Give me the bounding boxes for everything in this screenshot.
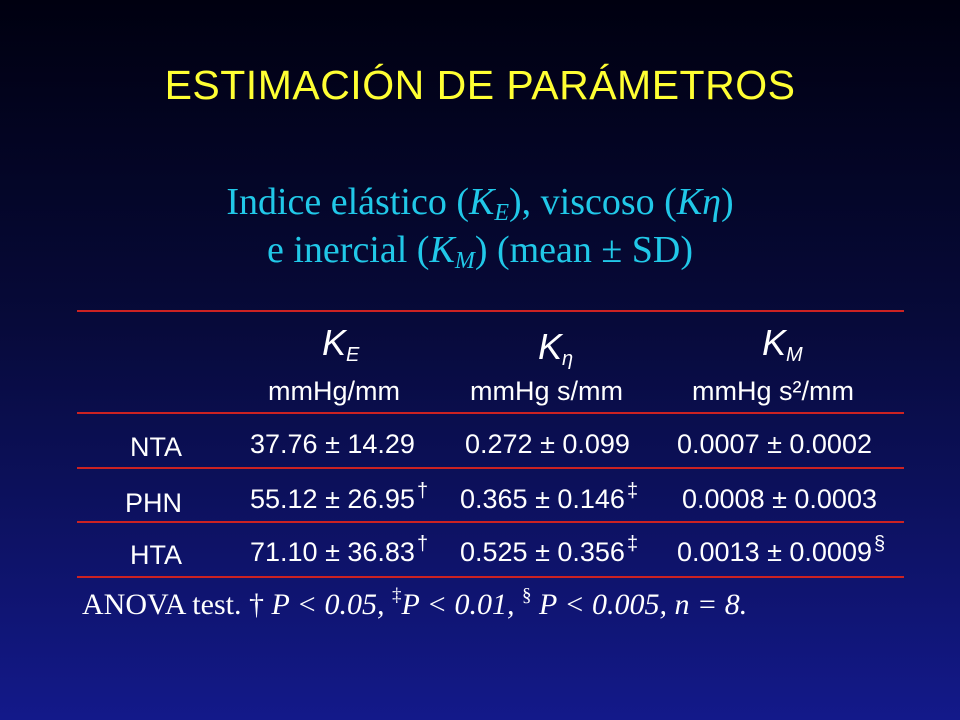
slide-title: ESTIMACIÓN DE PARÁMETROS [164, 62, 796, 108]
cell-keta: 0.272 ± 0.099 [465, 429, 630, 459]
subtitle-line-2: e inercial (KM) (mean ± SD) [0, 226, 960, 274]
ke-symbol: K [468, 181, 495, 223]
subtitle-text: ) [721, 181, 734, 223]
table-bottom-rule [77, 576, 904, 578]
unit-keta: mmHg s/mm [470, 376, 623, 406]
cell-km: 0.0013 ± 0.0009 § [677, 533, 886, 567]
cell-km: 0.0008 ± 0.0003 [682, 484, 877, 514]
unit-ke: mmHg/mm [268, 376, 400, 406]
cell-ke: 55.12 ± 26.95 † [250, 480, 429, 514]
footnote: ANOVA test. † P < 0.05, ‡P < 0.01, § P <… [82, 585, 748, 621]
keta-symbol: Kη [676, 181, 722, 223]
cell-km: 0.0007 ± 0.0002 [677, 429, 872, 459]
unit-km: mmHg s²/mm [692, 376, 854, 406]
subtitle-line-1: Indice elástico (KE), viscoso (Kη) [0, 178, 960, 226]
subtitle-text: e inercial ( [267, 229, 430, 271]
table-row-rule [77, 521, 904, 523]
column-header-ke: KE [322, 322, 360, 366]
cell-ke: 71.10 ± 36.83 † [250, 533, 429, 567]
row-label: HTA [130, 540, 182, 570]
subtitle-text: ) (mean ± SD) [474, 229, 693, 271]
cell-ke: 37.76 ± 14.29 [250, 429, 415, 459]
km-subscript: M [454, 248, 475, 274]
slide-subtitle: Indice elástico (KE), viscoso (Kη) e ine… [0, 178, 960, 274]
table-row-rule [77, 467, 904, 469]
km-symbol: K [429, 229, 455, 271]
column-header-km: KM [762, 322, 803, 366]
subtitle-text: Indice elástico ( [226, 181, 469, 223]
cell-keta: 0.525 ± 0.356 ‡ [460, 533, 639, 567]
column-header-keta: Kη [538, 326, 574, 370]
ke-subscript: E [494, 200, 510, 226]
subtitle-text: ), viscoso ( [509, 181, 677, 223]
table-header-rule [77, 412, 904, 414]
cell-keta: 0.365 ± 0.146 ‡ [460, 480, 639, 514]
row-label: NTA [130, 432, 182, 462]
table-top-rule [77, 310, 904, 312]
row-label: PHN [125, 488, 183, 518]
